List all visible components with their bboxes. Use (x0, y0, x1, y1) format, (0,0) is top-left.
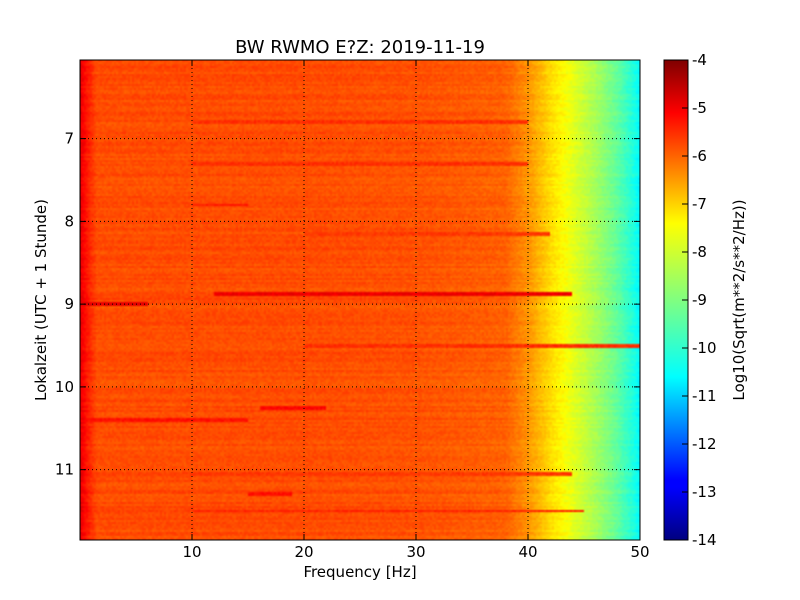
y-tick-label: 10 (55, 378, 74, 396)
colorbar-tick-label: -6 (692, 147, 707, 165)
grid-lines (80, 60, 640, 540)
colorbar-tick-label: -4 (692, 51, 707, 69)
y-axis-label: Lokalzeit (UTC + 1 Stunde) (32, 199, 50, 401)
x-axis-label: Frequency [Hz] (303, 563, 416, 581)
plot-area (80, 60, 640, 540)
colorbar-axis: -4 -5 -6 -7 -8 -9 -10 -11 -12 -13 -14 (682, 51, 717, 549)
colorbar-tick-label: -11 (692, 387, 717, 405)
spectrogram-heatmap (80, 60, 640, 540)
y-tick-label: 11 (55, 461, 74, 479)
colorbar-tick-label: -9 (692, 291, 707, 309)
colorbar-tick-label: -10 (692, 339, 717, 357)
colorbar-tick-label: -8 (692, 243, 707, 261)
colorbar-tick-label: -5 (692, 99, 707, 117)
x-axis: 10 20 30 40 50 (182, 60, 650, 561)
x-tick-label: 30 (406, 543, 425, 561)
colorbar-tick-label: -12 (692, 435, 717, 453)
plot-frame (79, 59, 641, 541)
x-tick-label: 20 (294, 543, 313, 561)
y-tick-label: 7 (64, 130, 74, 148)
y-tick-label: 8 (64, 212, 74, 230)
y-tick-label: 9 (64, 295, 74, 313)
colorbar-tick-label: -14 (692, 531, 717, 549)
x-tick-label: 10 (182, 543, 201, 561)
chart-title: BW RWMO E?Z: 2019-11-19 (235, 37, 485, 58)
colorbar-tick-label: -7 (692, 195, 707, 213)
x-tick-label: 40 (518, 543, 537, 561)
colorbar-label: Log10(Sqrt(m**2/s**2/Hz)) (730, 199, 748, 400)
y-axis: 7 8 9 10 11 (55, 130, 640, 479)
colorbar-tick-label: -13 (692, 483, 717, 501)
x-tick-label: 50 (630, 543, 649, 561)
